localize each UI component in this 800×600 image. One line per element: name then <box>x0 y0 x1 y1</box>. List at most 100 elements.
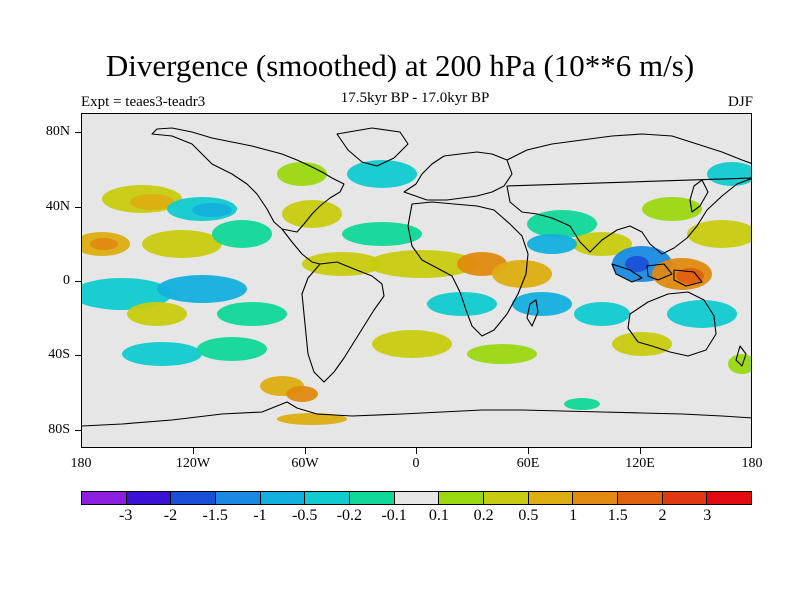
lat-label-80s: 80S <box>48 422 70 437</box>
divergence-contour-region <box>427 292 497 316</box>
colorbar-box <box>618 492 663 504</box>
colorbar-box <box>350 492 395 504</box>
colorbar-label: -0.5 <box>291 507 318 524</box>
colorbar-label: -0.1 <box>381 507 407 524</box>
colorbar-label: 2 <box>658 507 667 524</box>
colorbar <box>81 491 752 505</box>
coastline-japan <box>689 179 709 213</box>
colorbar-box <box>82 492 127 504</box>
colorbar-label: 1 <box>569 507 578 524</box>
divergence-contour-region <box>492 260 552 288</box>
colorbar-label: -1.5 <box>202 507 228 524</box>
colorbar-box <box>484 492 529 504</box>
lon-label-0: 0 <box>412 456 420 471</box>
lat-tick <box>75 430 81 431</box>
divergence-contour-region <box>277 413 347 425</box>
lat-label-80n: 80N <box>45 124 70 139</box>
colorbar-label: 0.1 <box>428 507 449 524</box>
coastline-indonesia <box>611 263 703 287</box>
coastline-new-zealand <box>735 345 747 367</box>
divergence-contour-region <box>642 197 702 221</box>
colorbar-box <box>260 492 306 504</box>
divergence-fields <box>82 160 751 425</box>
colorbar-label: 0.5 <box>518 507 539 524</box>
colorbar-label: -2 <box>163 507 178 524</box>
divergence-contour-region <box>217 302 287 326</box>
lat-tick <box>75 355 81 356</box>
colorbar-box <box>216 492 261 504</box>
divergence-contour-region <box>687 220 751 248</box>
lon-tick <box>528 448 529 454</box>
lat-tick <box>75 207 81 208</box>
coastlines <box>82 127 751 427</box>
divergence-contour-region <box>157 275 247 303</box>
divergence-contour-region <box>667 300 737 328</box>
colorbar-label: -3 <box>119 507 133 524</box>
divergence-contour-region <box>212 220 272 248</box>
divergence-map <box>81 113 752 448</box>
lon-label-60e: 60E <box>516 456 540 471</box>
experiment-label: Expt = teaes3-teadr3 <box>81 94 206 110</box>
divergence-contour-region <box>467 344 537 364</box>
divergence-contour-region <box>676 268 704 284</box>
colorbar-label: -0.2 <box>336 507 363 524</box>
divergence-contour-region <box>512 292 572 316</box>
divergence-contour-region <box>707 162 751 186</box>
colorbar-box <box>126 492 172 504</box>
coastline-greenland <box>336 127 409 167</box>
coastline-asia <box>506 133 751 255</box>
plot-title: Divergence (smoothed) at 200 hPa (10**6 … <box>105 48 695 83</box>
colorbar-label: 1.5 <box>607 507 628 524</box>
lon-label-120e: 120E <box>625 456 655 471</box>
divergence-contour-region <box>82 278 172 310</box>
divergence-contour-region <box>142 230 222 258</box>
coastline-madagascar <box>526 299 539 327</box>
divergence-contour-region <box>612 332 672 356</box>
divergence-contour-region <box>277 162 327 186</box>
colorbar-label: -1 <box>253 507 267 524</box>
divergence-contour-region <box>286 386 318 402</box>
divergence-contour-region <box>197 337 267 361</box>
lat-label-40n: 40N <box>45 199 70 214</box>
lon-tick <box>305 448 306 454</box>
colorbar-label: 0.2 <box>473 507 494 524</box>
map-canvas <box>82 127 751 427</box>
colorbar-box <box>573 492 619 504</box>
lon-tick <box>640 448 641 454</box>
divergence-contour-region <box>367 250 477 278</box>
coastline-central-america <box>281 228 321 265</box>
coastline-north-america <box>151 127 345 233</box>
divergence-contour-region <box>527 210 597 238</box>
coastline-africa <box>407 201 529 337</box>
lon-label-180w: 180 <box>70 456 92 471</box>
divergence-contour-region <box>527 234 577 254</box>
plot-subtitle: 17.5kyr BP - 17.0kyr BP <box>340 90 490 106</box>
colorbar-box <box>171 492 217 504</box>
lat-tick <box>75 132 81 133</box>
lon-tick <box>416 448 417 454</box>
lon-tick <box>193 448 194 454</box>
divergence-contour-region <box>122 342 202 366</box>
colorbar-box <box>528 492 574 504</box>
divergence-contour-region <box>90 238 118 250</box>
divergence-contour-region <box>564 398 600 410</box>
lon-label-180e: 180 <box>741 456 763 471</box>
coastline-europe <box>403 151 513 201</box>
colorbar-box <box>707 492 752 504</box>
divergence-contour-region <box>572 232 632 256</box>
season-label: DJF <box>727 94 753 110</box>
divergence-contour-region <box>192 203 232 217</box>
coastline-australia <box>627 291 717 357</box>
colorbar-box <box>305 492 351 504</box>
lat-label-40s: 40S <box>48 347 70 362</box>
divergence-contour-region <box>347 160 417 188</box>
divergence-contour-region <box>574 302 630 326</box>
divergence-contour-region <box>127 302 187 326</box>
divergence-contour-region <box>372 330 452 358</box>
divergence-contour-region <box>130 194 174 210</box>
divergence-contour-region <box>625 256 649 272</box>
lat-label-0: 0 <box>63 273 70 288</box>
coastline-antarctica <box>82 401 751 427</box>
colorbar-box <box>662 492 708 504</box>
lon-label-120w: 120W <box>175 456 211 471</box>
